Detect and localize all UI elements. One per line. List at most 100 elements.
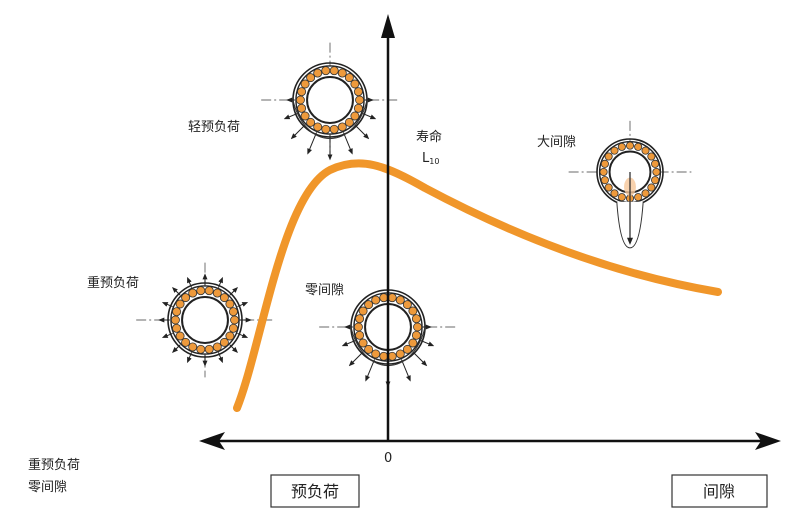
ball [408,306,418,316]
origin-label: 0 [384,451,392,466]
ball [172,307,182,317]
ball [188,342,198,352]
ball [355,95,365,105]
x-axis-right-arrow-icon [755,432,781,450]
ball [604,152,613,161]
ball [230,315,240,325]
ball [641,189,650,198]
ball [225,331,235,341]
ball [617,142,626,151]
ball [196,344,206,354]
svg-text:间隙: 间隙 [703,482,735,501]
ball [300,111,310,121]
label-life: 寿命 [416,129,442,145]
ball [651,176,660,185]
label-zero-clearance: 零间隙 [305,283,344,298]
ball [350,111,360,121]
ball [353,322,363,332]
ball [329,124,339,134]
ball [313,68,323,78]
label-life-symbol: L10 [422,151,439,166]
ball [371,295,381,305]
ball [175,299,185,309]
label-large-clearance: 大间隙 [537,135,576,150]
ball [212,342,222,352]
ball [228,323,238,333]
ball [196,286,206,296]
preload-box: 预负荷 [270,474,360,508]
ball [313,122,323,132]
ball [379,351,389,361]
ball [212,288,222,298]
ball [350,79,360,89]
ball [413,322,423,332]
ball [353,87,363,97]
ball [625,141,635,150]
ball [600,176,609,185]
ball [225,299,235,309]
ball [321,124,331,134]
ball [219,337,229,347]
ball [641,146,650,155]
ball [204,286,214,296]
ball [599,167,608,177]
ball [604,183,613,192]
clearance-box: 间隙 [671,474,768,508]
ball [355,330,365,340]
ball [300,79,310,89]
ball [306,117,316,127]
y-axis-arrow-icon [381,14,395,38]
ball [364,344,374,354]
label-light-preload: 轻预负荷 [188,120,240,135]
ball [337,68,347,78]
ball [170,315,180,325]
ball [379,293,389,303]
ball [297,103,307,113]
ball [600,159,609,168]
bearing-light-preload [261,42,399,161]
ball [652,167,661,177]
ball [647,183,656,192]
ball [411,314,421,324]
ball [402,344,412,354]
ball [647,152,656,161]
ball [306,73,316,83]
ball [337,122,347,132]
ball [188,288,198,298]
ball [610,146,619,155]
ball [358,306,368,316]
life-curve [233,159,722,412]
ball [651,159,660,168]
ball [617,193,626,202]
ball [353,103,363,113]
ball [297,87,307,97]
x-axis-left-arrow-icon [199,432,225,450]
ball [395,295,405,305]
ball [411,330,421,340]
ball [634,193,643,202]
ball [358,338,368,348]
ball [408,338,418,348]
ball [181,337,191,347]
ball [321,66,331,76]
ball [329,66,339,76]
ball [371,349,381,359]
ball [295,95,305,105]
ball [395,349,405,359]
ball [387,351,397,361]
ball [228,307,238,317]
ball [172,323,182,333]
ball [175,331,185,341]
legend-line-2: 零间隙 [28,480,67,495]
bearing-large-clearance [568,120,692,249]
ball [610,189,619,198]
ball [355,314,365,324]
ball [219,293,229,303]
ball [344,117,354,127]
ball [344,73,354,83]
ball [387,293,397,303]
ball [204,344,214,354]
ball [634,142,643,151]
legend-line-1: 重预负荷 [28,457,80,473]
ball [402,300,412,310]
